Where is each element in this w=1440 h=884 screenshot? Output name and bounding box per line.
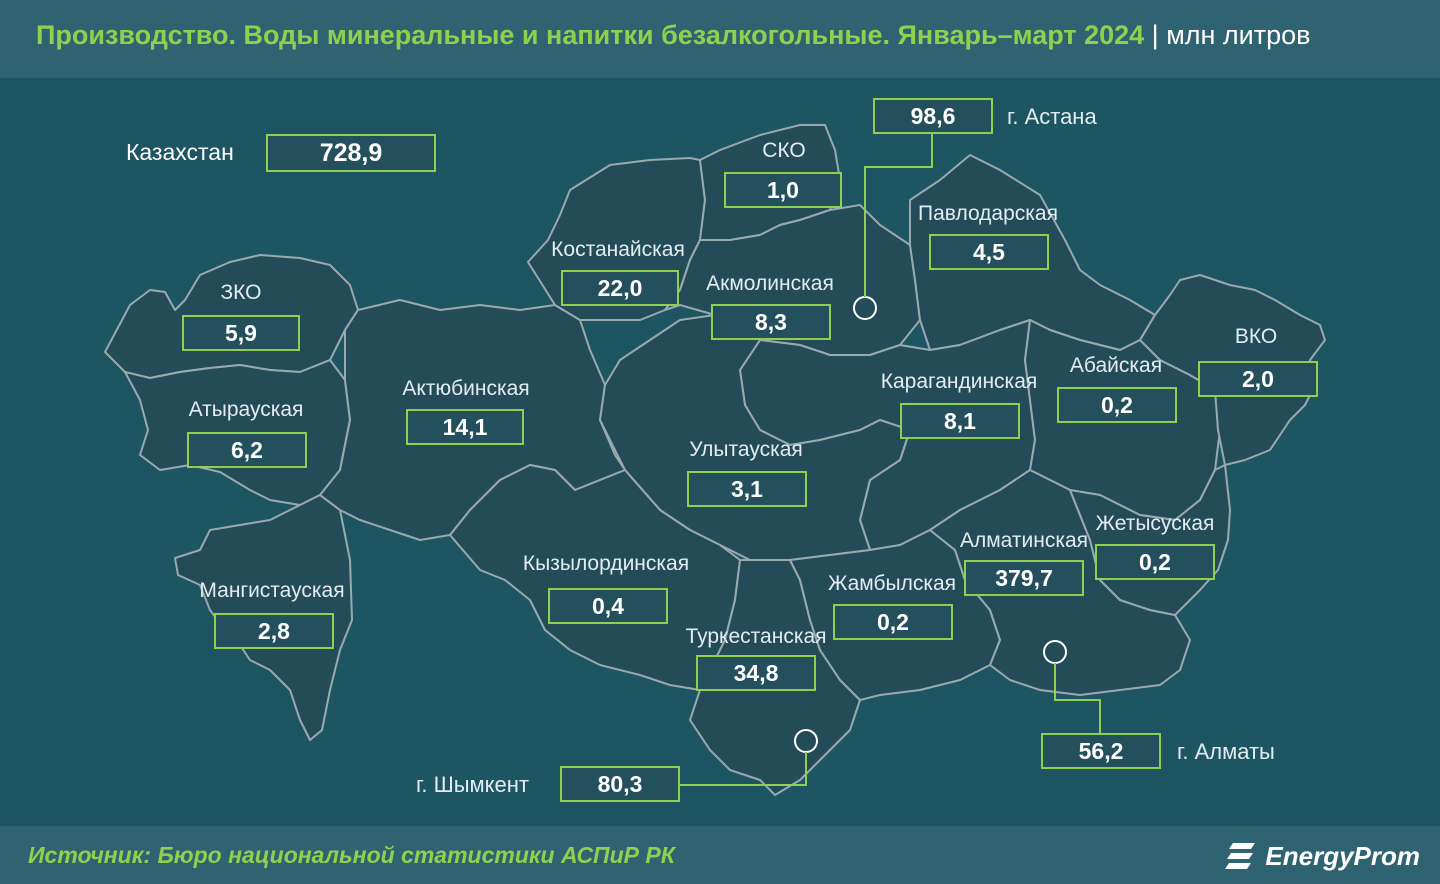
region-label-ulytau: Улытауская: [689, 438, 803, 461]
region-label-sko: СКО: [762, 139, 806, 162]
region-label-kostanay: Костанайская: [551, 238, 685, 261]
city-label-almaty: г. Алматы: [1177, 739, 1275, 764]
region-label-zhetysu: Жетысуская: [1095, 512, 1215, 535]
source-note: Источник: Бюро национальной статистики А…: [28, 842, 675, 868]
region-value-almaty: 379,7: [964, 560, 1084, 596]
city-value-astana: 98,6: [873, 98, 993, 134]
region-value-zhetysu: 0,2: [1095, 544, 1215, 580]
logo-text: EnergyProm: [1265, 840, 1420, 871]
shymkent-leader-line: [680, 752, 807, 786]
region-label-abai: Абайская: [1069, 354, 1163, 377]
region-label-turkestan: Туркестанская: [685, 625, 827, 648]
region-value-zhambyl: 0,2: [833, 604, 953, 640]
region-label-zko: ЗКО: [220, 281, 262, 304]
energyprom-logo: EnergyProm: [1225, 836, 1420, 876]
region-ulytau-shape: [599, 314, 911, 561]
region-value-kostanay: 22,0: [561, 270, 679, 306]
chart-title: Производство. Воды минеральные и напитки…: [36, 20, 1311, 51]
region-value-zko: 5,9: [182, 315, 300, 351]
region-value-pavlodar: 4,5: [929, 234, 1049, 270]
almaty-leader-line: [1054, 663, 1101, 733]
region-value-turkestan: 34,8: [696, 655, 816, 691]
region-value-karaganda: 8,1: [900, 403, 1020, 439]
city-label-shymkent: г. Шымкент: [416, 772, 529, 797]
region-label-pavlodar: Павлодарская: [918, 202, 1058, 225]
astana-leader-line: [864, 134, 933, 297]
kazakhstan-map: Казахстан 728,9 ЗКО 5,9 Атырауская 6,2 М…: [0, 78, 1440, 824]
region-label-almaty: Алматинская: [959, 529, 1089, 552]
region-label-zhambyl: Жамбылская: [827, 572, 957, 595]
region-value-ulytau: 3,1: [687, 471, 807, 507]
region-label-kyzylorda: Кызылординская: [522, 552, 690, 575]
region-label-vko: ВКО: [1234, 325, 1278, 348]
region-label-mangistau: Мангистауская: [199, 579, 345, 602]
country-value-box: 728,9: [266, 134, 436, 172]
energyprom-logo-icon: [1225, 843, 1256, 869]
region-value-atyrau: 6,2: [187, 432, 307, 468]
footer-bar: Источник: Бюро национальной статистики А…: [0, 826, 1440, 884]
region-value-sko: 1,0: [724, 172, 842, 208]
country-label: Казахстан: [126, 139, 234, 165]
city-label-astana: г. Астана: [1007, 104, 1097, 129]
region-label-atyrau: Атырауская: [188, 398, 304, 421]
region-value-kyzylorda: 0,4: [548, 588, 668, 624]
region-value-abai: 0,2: [1057, 387, 1177, 423]
region-value-vko: 2,0: [1198, 361, 1318, 397]
region-label-akmola: Акмолинская: [706, 272, 834, 295]
city-value-almaty: 56,2: [1041, 733, 1161, 769]
region-label-aktobe: Актюбинская: [402, 377, 530, 400]
region-label-karaganda: Карагандинская: [880, 370, 1038, 393]
unit-label: млн литров: [1166, 20, 1311, 50]
title-text: Производство. Воды минеральные и напитки…: [36, 20, 1145, 50]
region-value-aktobe: 14,1: [406, 409, 524, 445]
region-value-akmola: 8,3: [711, 304, 831, 340]
header-bar: Производство. Воды минеральные и напитки…: [0, 0, 1440, 78]
region-value-mangistau: 2,8: [214, 613, 334, 649]
title-separator: |: [1151, 20, 1159, 50]
city-value-shymkent: 80,3: [560, 766, 680, 802]
